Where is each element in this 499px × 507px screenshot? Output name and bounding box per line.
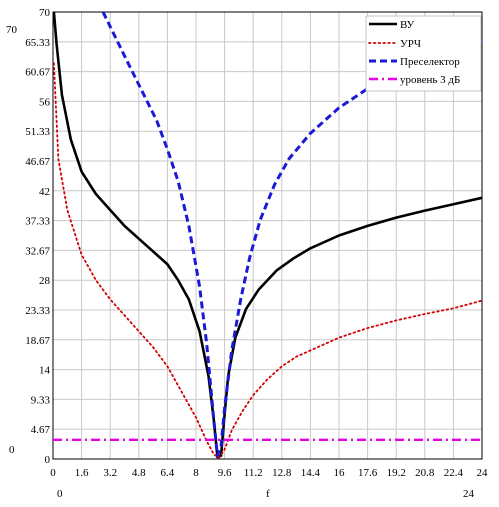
legend-label-3db-level: уровень 3 дБ (400, 74, 460, 86)
legend-box (365, 15, 482, 92)
series-layer (52, 11, 483, 459)
y-tick-label: 4.67 (31, 424, 51, 436)
x-tick-label: 16 (334, 467, 346, 479)
y-tick-label: 70 (39, 7, 51, 19)
x-tick-label: 6.4 (161, 467, 175, 479)
x-tick-label: 20.8 (415, 467, 435, 479)
y-tick-label: 0 (45, 454, 51, 466)
x-tick-label: 0 (50, 467, 56, 479)
y-tick-label: 23.33 (25, 305, 50, 317)
y-tick-label: 51.33 (25, 126, 50, 138)
y-tick-label: 60.67 (25, 67, 50, 79)
legend-label-vu: ВУ (400, 19, 414, 31)
y-tick-label: 37.33 (25, 216, 50, 228)
y-range-top-label: 70 (6, 24, 18, 36)
y-tick-label: 56 (39, 96, 51, 108)
legend-label-urch: УРЧ (400, 38, 421, 50)
y-tick-label: 18.67 (25, 335, 50, 347)
x-tick-label: 19.2 (387, 467, 406, 479)
y-tick-label: 32.67 (25, 245, 50, 257)
x-axis-label: f (266, 488, 270, 500)
x-tick-label: 22.4 (444, 467, 464, 479)
series-line-preselector (101, 11, 483, 458)
y-tick-label: 14 (39, 365, 51, 377)
x-tick-label: 4.8 (132, 467, 146, 479)
x-tick-label: 1.6 (75, 467, 89, 479)
y-range-bottom-label: 0 (9, 444, 15, 456)
legend: ВУ УРЧ Преселектор уровень 3 дБ (365, 15, 482, 92)
x-tick-label: 14.4 (301, 467, 321, 479)
x-tick-label: 12.8 (272, 467, 292, 479)
x-range-right-label: 24 (463, 488, 475, 500)
x-tick-labels: 0 1.6 3.2 4.8 6.4 8 9.6 11.2 12.8 14.4 16 17.6 19.2 2… (50, 467, 488, 479)
y-tick-label: 9.33 (31, 394, 51, 406)
series-line-urch (52, 62, 483, 459)
y-tick-label: 42 (39, 186, 50, 198)
x-tick-label: 9.6 (218, 467, 232, 479)
x-tick-label: 17.6 (358, 467, 378, 479)
y-tick-labels: 0 4.67 9.33 14 18.67 23.33 28 32.67 37.33 42 46.67… (25, 7, 50, 466)
plot-frame (52, 11, 483, 460)
legend-label-preselector: Преселектор (400, 56, 460, 68)
y-tick-label: 28 (39, 275, 51, 287)
x-tick-label: 11.2 (244, 467, 263, 479)
x-range-left-label: 0 (57, 488, 63, 500)
x-tick-label: 8 (193, 467, 199, 479)
x-tick-label: 24 (477, 467, 489, 479)
y-tick-label: 65.33 (25, 37, 50, 49)
y-tick-label: 46.67 (25, 156, 50, 168)
x-tick-label: 3.2 (103, 467, 117, 479)
